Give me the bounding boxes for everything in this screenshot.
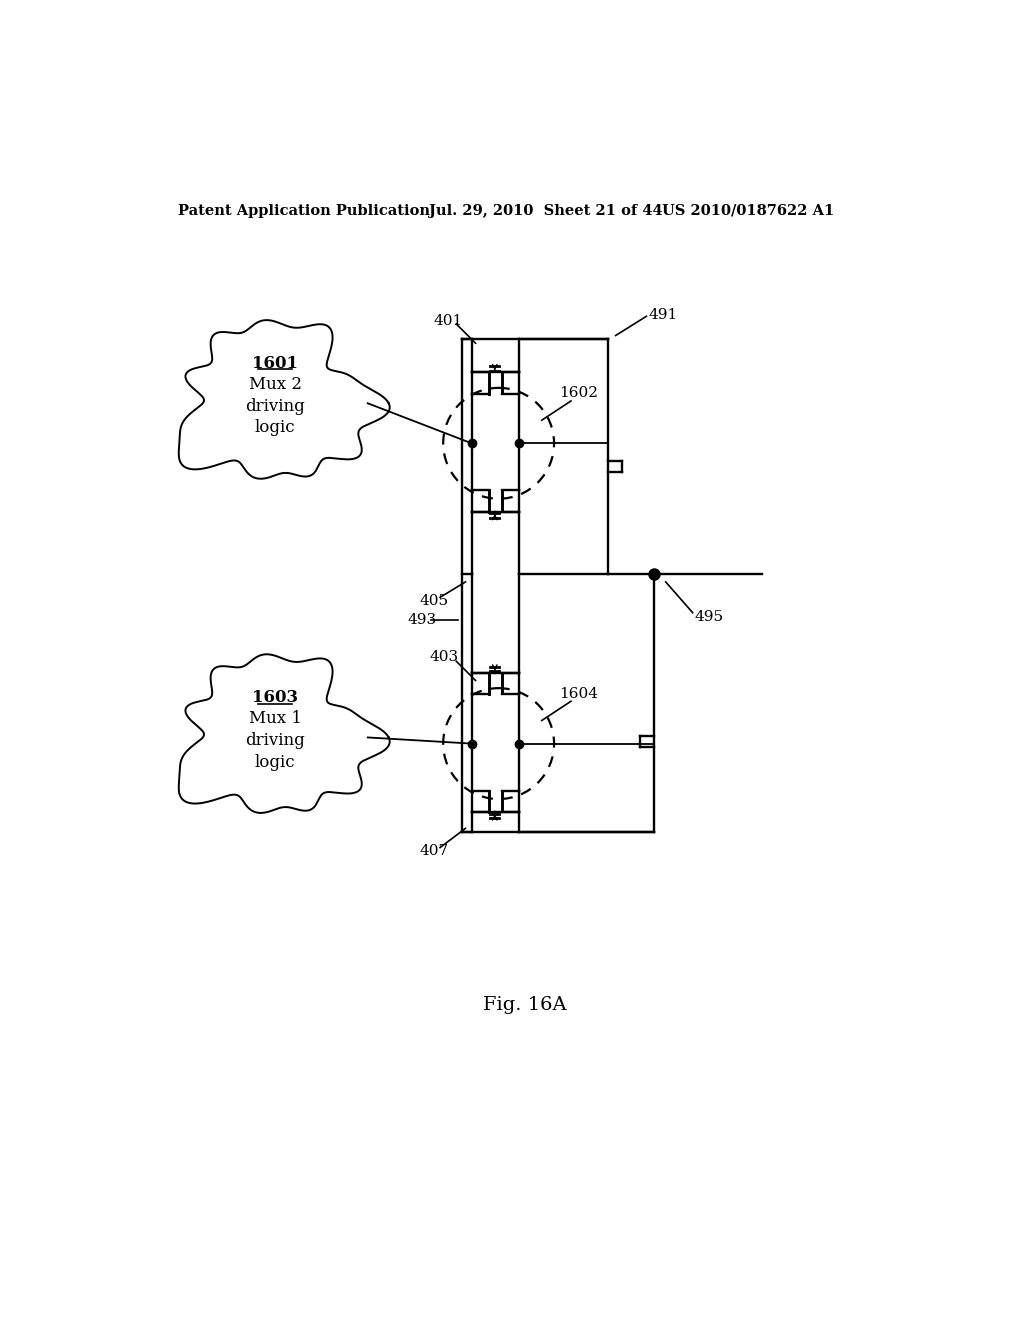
Text: 401: 401	[433, 314, 463, 327]
Text: 403: 403	[429, 651, 459, 664]
Text: 405: 405	[419, 594, 449, 609]
Text: driving: driving	[246, 733, 305, 748]
Text: logic: logic	[255, 754, 296, 771]
Text: 1602: 1602	[559, 387, 598, 400]
Text: 1604: 1604	[559, 686, 598, 701]
Text: 1601: 1601	[252, 355, 298, 372]
Text: 495: 495	[695, 610, 724, 623]
Text: 491: 491	[649, 308, 678, 322]
Text: logic: logic	[255, 420, 296, 437]
Text: driving: driving	[246, 397, 305, 414]
Text: 1603: 1603	[252, 689, 298, 706]
Text: Patent Application Publication: Patent Application Publication	[178, 203, 430, 218]
Text: Jul. 29, 2010  Sheet 21 of 44: Jul. 29, 2010 Sheet 21 of 44	[429, 203, 663, 218]
Text: 407: 407	[419, 845, 449, 858]
Text: Mux 1: Mux 1	[249, 710, 302, 727]
Text: Mux 2: Mux 2	[249, 376, 302, 393]
Text: 493: 493	[408, 614, 437, 627]
Text: Fig. 16A: Fig. 16A	[483, 997, 566, 1014]
Text: US 2010/0187622 A1: US 2010/0187622 A1	[662, 203, 835, 218]
